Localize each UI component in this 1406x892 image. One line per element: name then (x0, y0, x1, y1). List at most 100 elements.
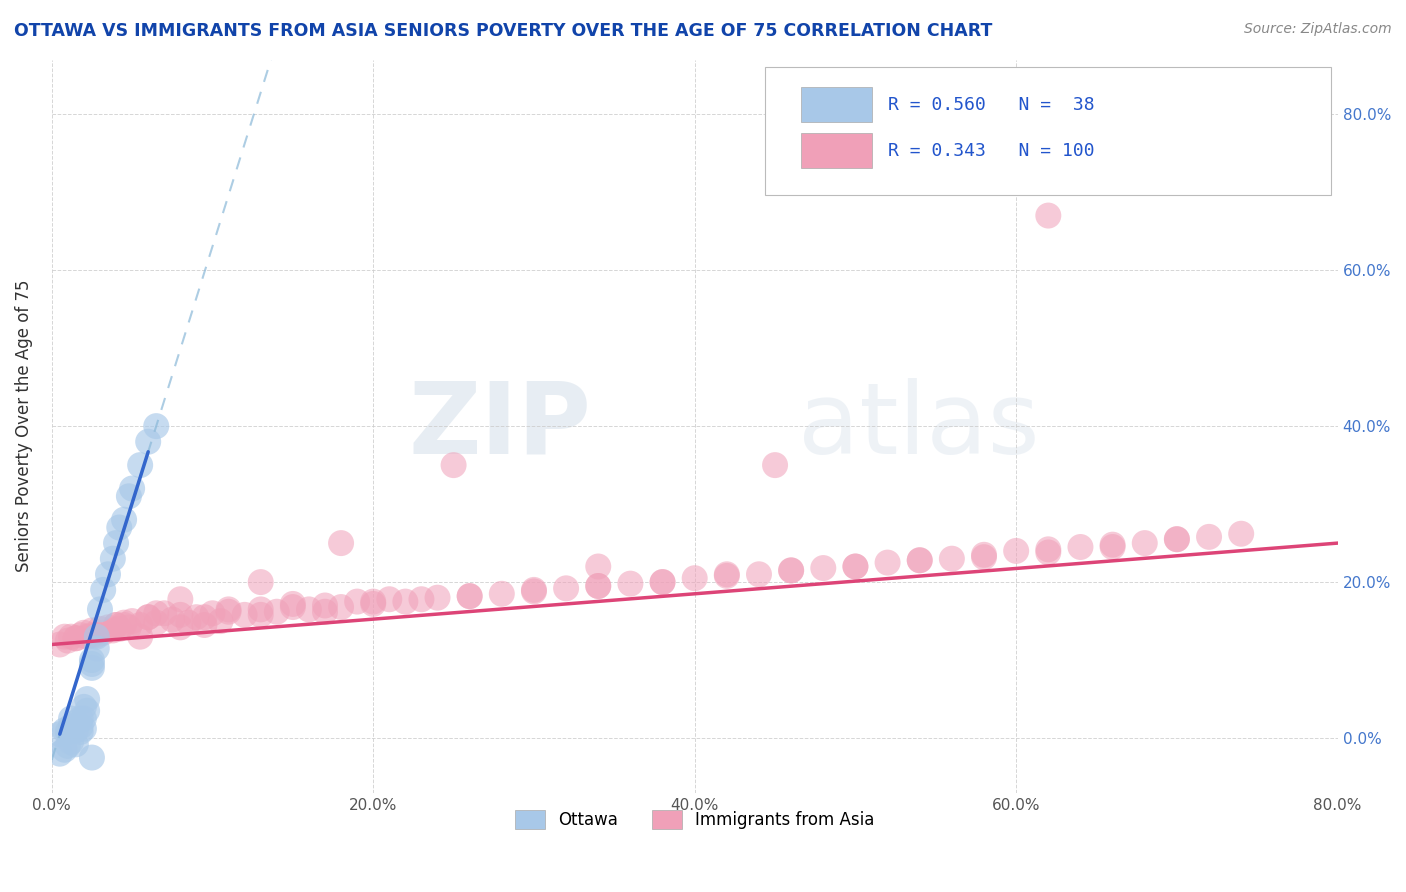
Point (780, 563, 803, 577)
Point (73, 699, 96, 714)
Point (1005, 544, 1028, 558)
Point (121, 482, 143, 496)
Point (177, 615, 200, 630)
Point (281, 600, 304, 615)
Text: OTTAWA VS IMMIGRANTS FROM ASIA SENIORS POVERTY OVER THE AGE OF 75 CORRELATION CH: OTTAWA VS IMMIGRANTS FROM ASIA SENIORS P… (14, 22, 993, 40)
Point (491, 587, 513, 601)
Point (73, 625, 96, 640)
Point (169, 592, 191, 607)
Y-axis label: Seniors Poverty Over the Age of 75: Seniors Poverty Over the Age of 75 (15, 280, 32, 573)
Point (249, 607, 271, 622)
FancyBboxPatch shape (801, 133, 872, 168)
Point (330, 536, 353, 550)
Point (218, 605, 240, 619)
Point (426, 591, 449, 605)
Point (80, 657, 103, 671)
Point (973, 548, 995, 562)
Point (314, 599, 336, 613)
Point (65, 632, 87, 646)
Point (145, 615, 167, 630)
Point (1101, 540, 1123, 554)
Point (69, 719, 91, 733)
Point (101, 551, 124, 566)
Point (378, 592, 401, 607)
Point (683, 571, 706, 585)
Point (108, 622, 131, 636)
Point (394, 594, 416, 608)
Point (716, 567, 738, 582)
Point (49, 727, 72, 741)
Point (844, 559, 866, 574)
Point (586, 579, 609, 593)
Point (1069, 540, 1091, 554)
Point (136, 434, 159, 449)
Point (80, 624, 103, 638)
Point (121, 614, 143, 628)
Point (89, 602, 111, 616)
Point (97, 620, 120, 634)
Point (169, 620, 191, 634)
Point (1198, 530, 1220, 544)
Point (1101, 538, 1123, 552)
Point (813, 561, 835, 575)
Point (330, 600, 353, 615)
Point (145, 607, 167, 621)
Point (112, 615, 135, 630)
Point (586, 559, 609, 574)
Point (314, 605, 336, 619)
Point (1133, 536, 1156, 550)
Point (73, 722, 96, 736)
Text: R = 0.560   N =  38: R = 0.560 N = 38 (887, 96, 1094, 114)
Point (218, 602, 240, 616)
Point (69, 712, 91, 726)
Point (361, 597, 384, 611)
Point (91, 582, 114, 597)
Point (876, 556, 898, 570)
Point (443, 458, 465, 472)
Point (162, 613, 184, 627)
Point (209, 614, 232, 628)
Point (973, 550, 995, 565)
Point (748, 567, 770, 582)
Point (108, 520, 131, 534)
Point (249, 602, 271, 616)
Point (1166, 532, 1188, 546)
Point (298, 602, 321, 616)
Point (619, 576, 641, 591)
Point (266, 605, 288, 619)
Point (69, 724, 91, 739)
Point (458, 589, 481, 603)
Point (60, 712, 83, 726)
Point (186, 610, 208, 624)
Point (1038, 209, 1060, 223)
Point (118, 489, 141, 503)
Point (908, 553, 931, 567)
Point (763, 458, 786, 472)
Point (169, 607, 191, 622)
Point (56, 739, 79, 753)
Point (346, 594, 368, 608)
Point (86, 641, 108, 656)
Point (65, 723, 87, 738)
Point (56, 633, 79, 648)
Point (651, 575, 673, 590)
Point (1166, 532, 1188, 546)
Point (555, 582, 578, 596)
Point (91, 625, 114, 640)
Point (136, 610, 159, 624)
FancyBboxPatch shape (801, 87, 872, 122)
Point (80, 661, 103, 675)
Point (193, 610, 215, 624)
Point (586, 579, 609, 593)
Point (53, 630, 76, 644)
Point (651, 575, 673, 590)
Point (458, 589, 481, 603)
Point (129, 458, 152, 472)
Point (76, 692, 98, 706)
Point (112, 618, 135, 632)
Point (105, 536, 128, 550)
Point (86, 630, 108, 644)
Point (153, 607, 176, 621)
Point (523, 582, 546, 597)
Point (69, 628, 91, 642)
